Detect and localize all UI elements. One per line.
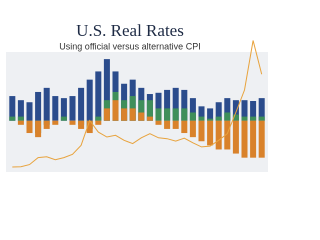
bar xyxy=(241,100,248,121)
bar xyxy=(103,59,110,121)
bar xyxy=(35,91,42,121)
bar xyxy=(69,96,76,121)
bar xyxy=(198,120,205,142)
bar xyxy=(9,96,16,121)
bar xyxy=(155,120,162,125)
bar xyxy=(207,118,214,121)
line xyxy=(12,40,263,168)
bar xyxy=(172,87,179,121)
bar xyxy=(164,89,171,121)
bar xyxy=(164,120,171,129)
bar xyxy=(69,120,76,125)
bar xyxy=(224,98,231,121)
bar xyxy=(60,116,67,121)
chart-subtitle: Using official versus alternative CPI xyxy=(59,41,200,51)
chart-title: U.S. Real Rates xyxy=(76,21,184,40)
bar xyxy=(224,112,231,121)
bar xyxy=(258,98,265,121)
bar xyxy=(155,92,162,121)
bar xyxy=(250,101,257,121)
bar xyxy=(43,120,50,129)
bar xyxy=(121,108,128,121)
bar xyxy=(215,116,222,121)
bar xyxy=(78,87,85,121)
bar xyxy=(189,112,196,121)
bar xyxy=(52,120,59,125)
bar xyxy=(112,100,119,121)
bar xyxy=(241,116,248,121)
bar xyxy=(232,100,239,121)
bar xyxy=(232,120,239,154)
bar xyxy=(95,120,102,125)
bar xyxy=(129,96,136,121)
bar xyxy=(146,116,153,121)
bar xyxy=(241,120,248,158)
chart: U.S. Real Rates Using official versus al… xyxy=(6,21,268,172)
bar xyxy=(232,114,239,121)
bar xyxy=(86,120,93,134)
bar xyxy=(172,120,179,129)
bar xyxy=(17,120,24,125)
bar xyxy=(155,108,162,121)
bar xyxy=(224,120,231,150)
bar xyxy=(181,108,188,121)
bar xyxy=(129,108,136,121)
bar xyxy=(181,120,188,134)
bar xyxy=(181,89,188,121)
bar xyxy=(258,116,265,121)
bar xyxy=(146,100,153,121)
bar xyxy=(207,108,214,121)
bar xyxy=(189,98,196,121)
bar xyxy=(9,116,16,121)
bar xyxy=(95,71,102,121)
bar xyxy=(60,98,67,121)
bar xyxy=(43,87,50,121)
bar xyxy=(78,120,85,129)
bar xyxy=(250,116,257,121)
bar xyxy=(138,100,145,121)
bar xyxy=(26,102,33,121)
bar xyxy=(164,108,171,121)
bar xyxy=(215,120,222,150)
bar xyxy=(52,96,59,121)
bar xyxy=(103,108,110,121)
bar xyxy=(35,120,42,138)
bar xyxy=(250,120,257,158)
bar xyxy=(86,79,93,121)
bar xyxy=(215,102,222,121)
bar xyxy=(138,112,145,121)
bar xyxy=(95,116,102,121)
bar xyxy=(198,116,205,121)
bar xyxy=(17,100,24,121)
bar xyxy=(207,120,214,146)
bar xyxy=(26,120,33,134)
bar xyxy=(198,106,205,121)
bar xyxy=(172,108,179,121)
bar xyxy=(258,120,265,158)
bar xyxy=(17,116,24,121)
bar xyxy=(189,120,196,138)
